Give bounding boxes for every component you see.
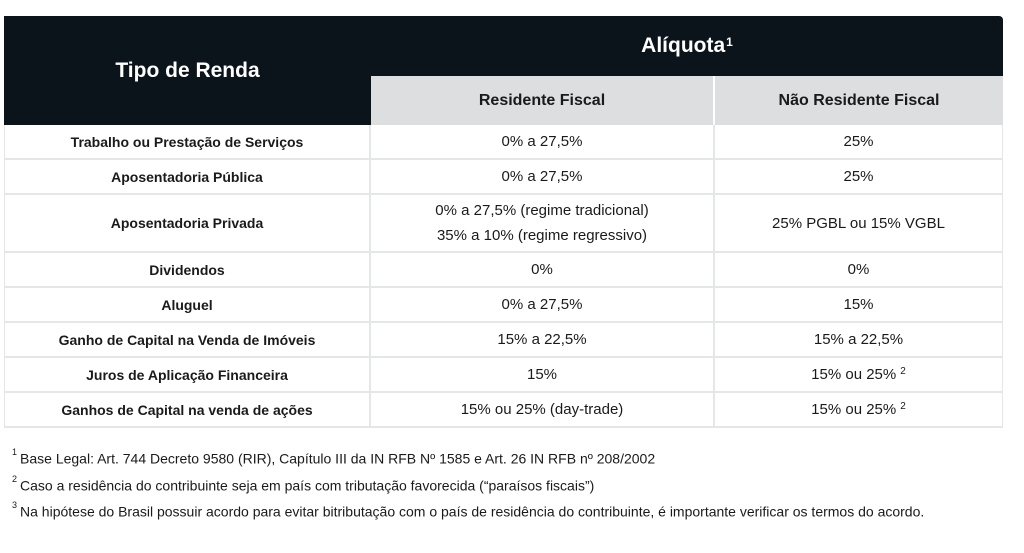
cell-residente: 15% a 22,5%	[371, 323, 715, 356]
cell-nao-residente: 15%	[715, 288, 1003, 321]
cell-nao-residente-value: 25%	[843, 168, 874, 185]
cell-residente-line: 0% a 27,5%	[501, 296, 583, 313]
table-row: Aposentadoria Pública 0% a 27,5% 25%	[4, 160, 1003, 195]
cell-nao-residente: 15% ou 25% 2	[715, 393, 1003, 426]
table-row: Juros de Aplicação Financeira 15% 15% ou…	[4, 358, 1003, 393]
cell-nao-residente-value: 15% ou 25%	[811, 366, 897, 383]
cell-tipo: Ganho de Capital na Venda de Imóveis	[4, 323, 371, 356]
table-header: Tipo de Renda Alíquota 1 Residente Fiscal…	[4, 16, 1003, 125]
footnotes: 1 Base Legal: Art. 744 Decreto 9580 (RIR)…	[12, 444, 924, 524]
tax-rate-table: Tipo de Renda Alíquota 1 Residente Fiscal…	[4, 16, 1003, 428]
cell-residente-line: 35% a 10% (regime regressivo)	[436, 227, 648, 244]
footnote: 1 Base Legal: Art. 744 Decreto 9580 (RIR)…	[12, 444, 924, 471]
cell-tipo: Ganhos de Capital na venda de ações	[4, 393, 371, 426]
cell-nao-residente: 0%	[715, 253, 1003, 286]
header-aliquota: Alíquota 1	[371, 16, 1003, 76]
table-row: Ganhos de Capital na venda de ações 15% …	[4, 393, 1003, 428]
cell-residente-line: 15% a 22,5%	[497, 331, 587, 348]
header-nao-residente-fiscal: Não Residente Fiscal	[715, 76, 1003, 125]
cell-residente: 0% a 27,5%	[371, 160, 715, 193]
cell-residente-line: 0% a 27,5%	[501, 168, 583, 185]
footnote-text: Base Legal: Art. 744 Decreto 9580 (RIR),…	[20, 450, 656, 467]
cell-residente-line: 0% a 27,5% (regime tradicional)	[435, 202, 649, 219]
footnote: 3 Na hipótese do Brasil possuir acordo pa…	[12, 497, 924, 524]
cell-residente-line: 0% a 27,5%	[501, 133, 583, 150]
cell-nao-residente: 15% ou 25% 2	[715, 358, 1003, 391]
table-body: Trabalho ou Prestação de Serviços 0% a 2…	[4, 125, 1003, 428]
cell-residente-line: 0%	[531, 261, 553, 278]
cell-residente-line: 15% ou 25% (day-trade)	[460, 401, 624, 418]
header-aliquota-label: Alíquota	[641, 34, 726, 57]
footnote: 2 Caso a residência do contribuinte seja …	[12, 471, 924, 498]
footnote-number: 3	[12, 500, 18, 511]
cell-tipo: Aposentadoria Pública	[4, 160, 371, 193]
header-aliquota-footnote-ref: 1	[726, 35, 733, 49]
cell-tipo: Juros de Aplicação Financeira	[4, 358, 371, 391]
footnote-text: Caso a residência do contribuinte seja e…	[20, 477, 595, 494]
table-row: Ganho de Capital na Venda de Imóveis 15%…	[4, 323, 1003, 358]
table-row: Trabalho ou Prestação de Serviços 0% a 2…	[4, 125, 1003, 160]
header-residente-fiscal: Residente Fiscal	[371, 76, 715, 125]
cell-tipo: Aposentadoria Privada	[4, 195, 371, 251]
table-row: Aluguel 0% a 27,5% 15%	[4, 288, 1003, 323]
cell-residente: 0%	[371, 253, 715, 286]
cell-footnote-ref: 2	[900, 366, 906, 377]
cell-footnote-ref: 2	[900, 401, 906, 412]
header-tipo-de-renda: Tipo de Renda	[4, 16, 371, 125]
cell-nao-residente-value: 25% PGBL ou 15% VGBL	[772, 214, 945, 232]
header-nao-residente-label: Não Residente Fiscal	[778, 91, 940, 109]
cell-nao-residente: 25% PGBL ou 15% VGBL	[715, 195, 1003, 251]
cell-residente: 0% a 27,5%	[371, 288, 715, 321]
footnote-number: 1	[12, 447, 18, 457]
cell-nao-residente: 15% a 22,5%	[715, 323, 1003, 356]
table-row: Dividendos 0% 0%	[4, 253, 1003, 288]
footnote-number: 2	[12, 473, 18, 484]
cell-residente: 15%	[371, 358, 715, 391]
cell-nao-residente: 25%	[715, 125, 1003, 158]
cell-residente: 15% ou 25% (day-trade)	[371, 393, 715, 426]
cell-residente: 0% a 27,5% (regime tradicional) 35% a 10…	[371, 195, 715, 251]
header-residente-label: Residente Fiscal	[478, 91, 606, 109]
cell-nao-residente-value: 15%	[843, 296, 874, 313]
cell-nao-residente-value: 25%	[843, 133, 874, 150]
cell-residente-line: 15%	[526, 366, 558, 383]
cell-tipo: Trabalho ou Prestação de Serviços	[4, 125, 371, 158]
cell-residente: 0% a 27,5%	[371, 125, 715, 158]
cell-nao-residente: 25%	[715, 160, 1003, 193]
cell-nao-residente-value: 15% ou 25%	[811, 401, 897, 418]
cell-nao-residente-value: 0%	[847, 261, 870, 278]
footnote-text: Na hipótese do Brasil possuir acordo par…	[20, 503, 925, 520]
cell-tipo: Aluguel	[4, 288, 371, 321]
header-tipo-label: Tipo de Renda	[115, 58, 260, 82]
cell-nao-residente-value: 15% a 22,5%	[813, 331, 904, 348]
cell-tipo: Dividendos	[4, 253, 371, 286]
table-row: Aposentadoria Privada 0% a 27,5% (regime…	[4, 195, 1003, 253]
